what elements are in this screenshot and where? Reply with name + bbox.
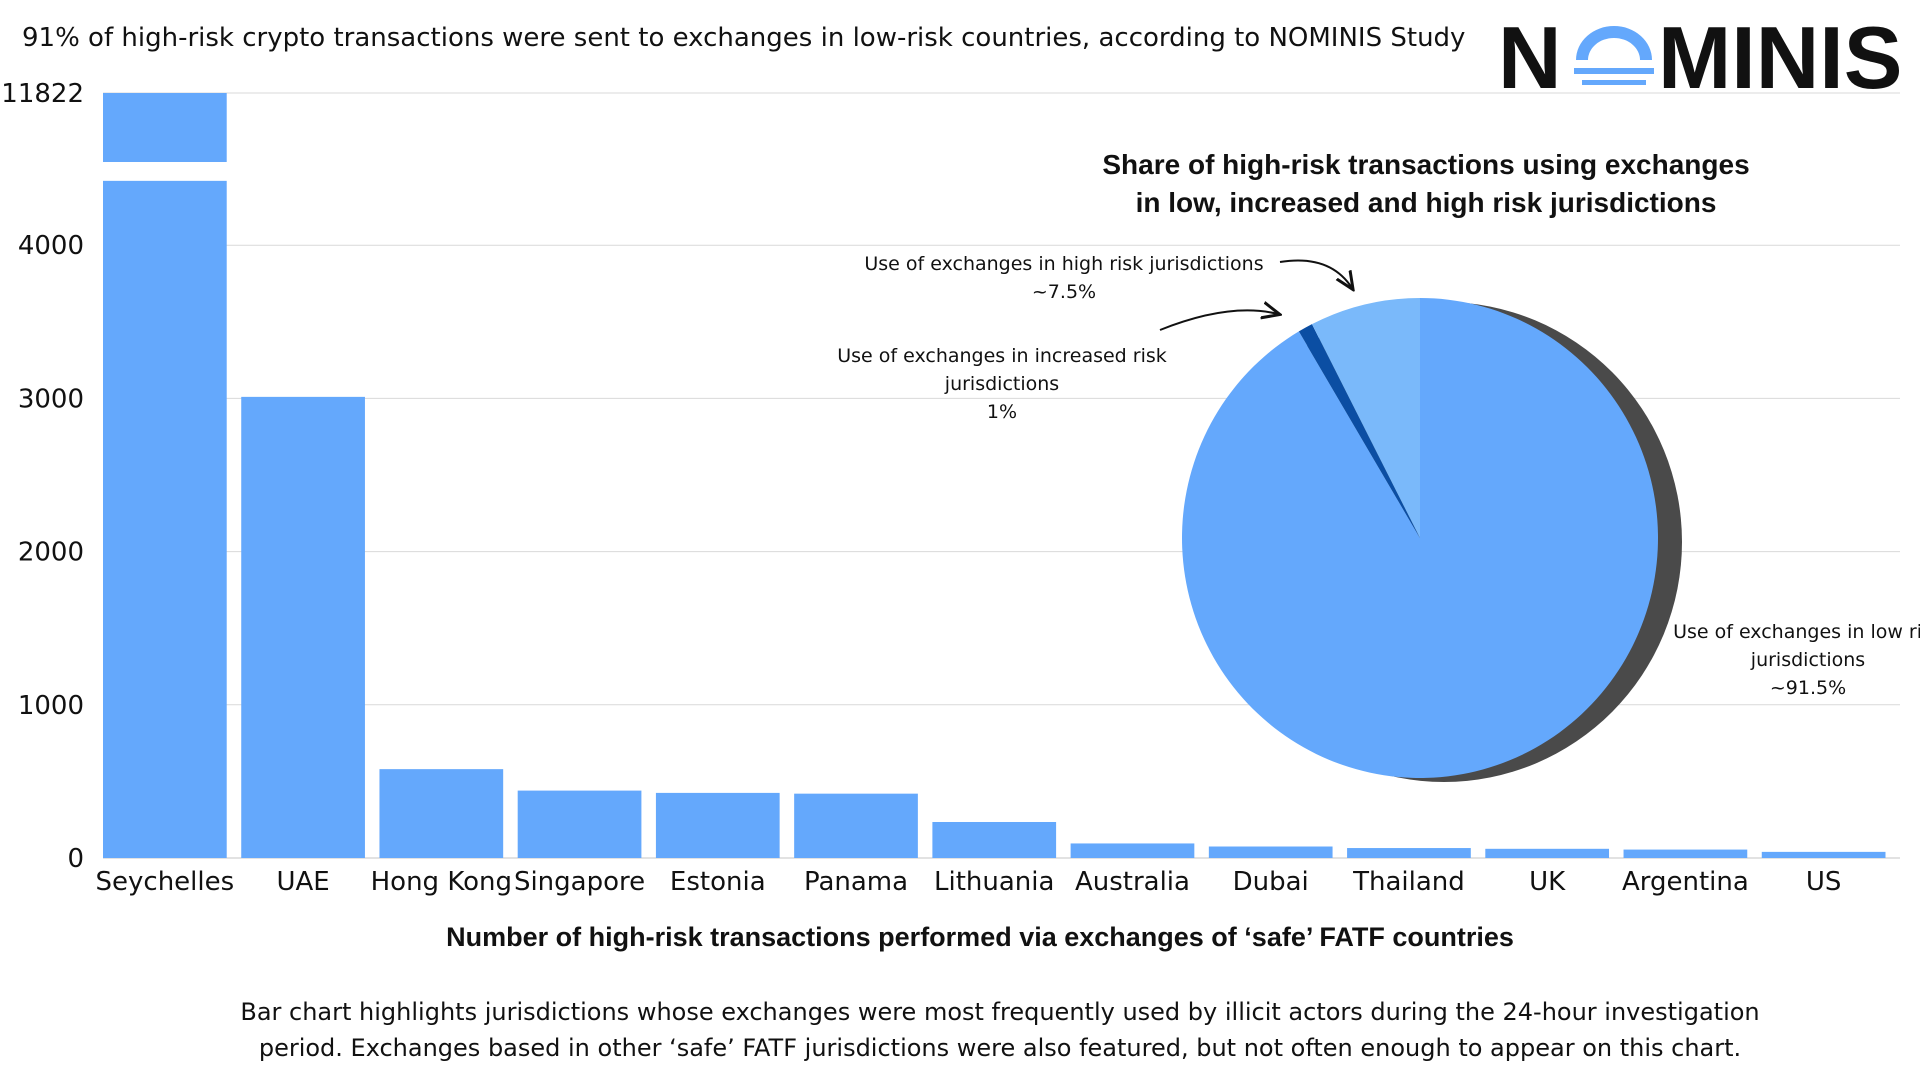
pie-label-increased-risk: 1% — [987, 401, 1017, 423]
pie-label-low-risk: Use of exchanges in low risk — [1673, 621, 1920, 643]
x-tick-label: Lithuania — [934, 867, 1054, 897]
x-tick-label: Panama — [804, 867, 908, 897]
arrow-high-risk — [1279, 259, 1352, 288]
y-tick-label: 3000 — [18, 384, 84, 414]
x-axis-ticks: Seychelles UAE Hong Kong Singapore Estonia Pa… — [96, 867, 1842, 897]
y-tick-label: 2000 — [18, 538, 84, 568]
pie-slice — [1311, 298, 1420, 538]
bar — [103, 180, 227, 858]
pie-label-high-risk: ~7.5% — [1032, 281, 1096, 303]
x-tick-label: Australia — [1075, 867, 1190, 897]
pie-label-low-risk: ~91.5% — [1770, 677, 1846, 699]
x-tick-label: UAE — [276, 867, 329, 897]
logo-text-left: N — [1498, 8, 1562, 107]
bar — [1485, 848, 1610, 858]
bar — [655, 792, 780, 858]
pie-title-line-2: in low, increased and high risk jurisdic… — [1136, 187, 1717, 218]
pie-label-high-risk: Use of exchanges in high risk jurisdicti… — [864, 253, 1263, 275]
pie-label-increased-risk: jurisdictions — [944, 373, 1059, 395]
bar — [1347, 848, 1471, 858]
bar — [932, 821, 1057, 858]
bar — [1070, 843, 1195, 858]
y-tick-label: 0 — [67, 844, 84, 874]
pie-slice — [1182, 298, 1659, 778]
bar — [241, 396, 365, 858]
x-tick-label: Singapore — [514, 867, 645, 897]
x-tick-label: UK — [1529, 867, 1566, 897]
pie-label-increased-risk: Use of exchanges in increased risk — [837, 345, 1167, 367]
y-tick-label: 11822 — [1, 79, 84, 109]
x-tick-label: US — [1806, 867, 1842, 897]
pie-title-line-1: Share of high-risk transactions using ex… — [1102, 149, 1749, 180]
pie-chart: Share of high-risk transactions using ex… — [837, 149, 1920, 782]
headline: 91% of high-risk crypto transactions wer… — [22, 23, 1465, 53]
x-tick-label: Thailand — [1352, 867, 1465, 897]
bar — [1761, 851, 1886, 858]
logo-o-icon — [1574, 26, 1654, 85]
bar — [794, 793, 918, 858]
caption-line-2: period. Exchanges based in other ‘safe’ … — [259, 1034, 1741, 1062]
bar — [517, 790, 642, 858]
y-tick-label: 1000 — [18, 691, 84, 721]
x-tick-label: Hong Kong — [371, 867, 512, 897]
x-tick-label: Seychelles — [96, 867, 235, 897]
pie-slice — [1298, 324, 1420, 538]
x-tick-label: Dubai — [1233, 867, 1309, 897]
bar — [1208, 846, 1333, 858]
y-tick-label: 4000 — [18, 231, 84, 261]
x-tick-label: Estonia — [670, 867, 766, 897]
bar — [1623, 849, 1748, 858]
bar — [379, 769, 504, 858]
x-axis-label: Number of high-risk transactions perform… — [446, 922, 1514, 952]
y-axis-ticks: 0 1000 2000 3000 4000 11822 — [1, 79, 84, 874]
caption-line-1: Bar chart highlights jurisdictions whose… — [240, 998, 1759, 1026]
bar-broken-top — [103, 93, 227, 162]
nominis-logo: N MINIS — [1498, 8, 1902, 107]
bar-series — [103, 93, 1886, 858]
logo-text-right: MINIS — [1658, 8, 1902, 107]
arrow-increased-risk — [1159, 310, 1278, 331]
pie-label-low-risk: jurisdictions — [1750, 649, 1865, 671]
x-tick-label: Argentina — [1622, 867, 1749, 897]
